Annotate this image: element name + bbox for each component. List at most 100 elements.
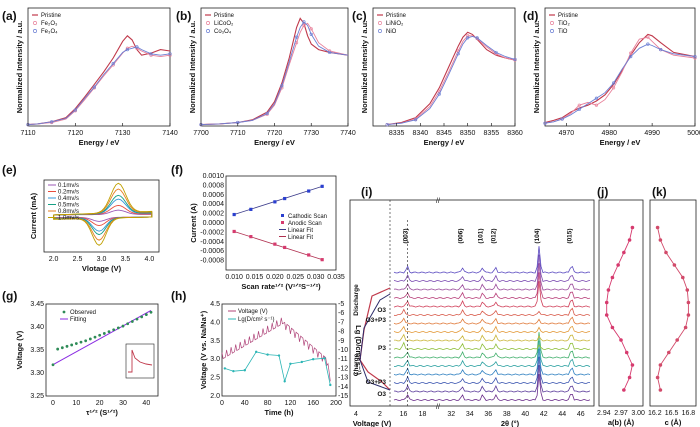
lattice-point-k	[667, 350, 671, 355]
y2-tick-label-h: -6	[338, 310, 344, 317]
x-tick-label-c: 8350	[460, 130, 476, 137]
legend-label-e: 0.8mv/s	[58, 209, 79, 215]
y-tick-label-g: 3.25	[30, 393, 44, 400]
plot-frame-e	[43, 179, 160, 253]
x-tick-label-c: 8345	[436, 130, 452, 137]
series-point-c-2	[456, 52, 460, 56]
xrd-pattern-i-9	[393, 316, 591, 325]
plot-frame-g	[45, 303, 159, 397]
x-tick-label-f: 0.030	[307, 274, 325, 281]
peak-label-i: (104)	[534, 228, 541, 243]
xrd-pattern-i-13	[393, 263, 591, 291]
legend-label-g: Observed	[70, 310, 96, 316]
series-point-d-2	[693, 54, 697, 59]
xrd-pattern-i-3	[393, 348, 591, 376]
lattice-point-j	[610, 325, 615, 330]
phase-label-i: O3+P3	[366, 379, 387, 386]
xrd-pattern-i-4	[393, 340, 591, 368]
x-tick-label-e: 4.0	[145, 256, 155, 263]
series-point-a-2	[50, 120, 54, 124]
series-point-c-2	[494, 50, 498, 55]
data-point-f-1	[307, 253, 311, 257]
x-tick-label-i: 34	[466, 411, 474, 418]
axis-break-top-i: //	[436, 198, 440, 205]
x-axis-title-f: Scan rate¹ᐟ² (V¹ᐟ²S⁻¹ᐟ²)	[241, 282, 321, 291]
series-point-a-2	[168, 52, 172, 56]
x-tick-label-h: 40	[241, 400, 249, 407]
data-point-g	[56, 347, 60, 351]
xrd-pattern-i-14	[393, 254, 591, 283]
y-axis-title-c: Normalized Intensity / a.u.	[360, 21, 369, 114]
diffusion-point-h	[289, 362, 292, 365]
data-point-f-0	[320, 184, 324, 188]
series-point-d-2	[611, 81, 616, 85]
legend-label-c: NiO	[386, 29, 397, 35]
diffusion-point-h	[255, 350, 258, 354]
y2-tick-label-h: -9	[338, 338, 344, 345]
series-point-d-1	[577, 103, 581, 107]
series-line-b-1	[200, 22, 349, 126]
legend-label-b: Co₃O₄	[214, 29, 232, 35]
x-tick-label-d: 4990	[644, 130, 660, 137]
y-tick-label-h: 2.0	[210, 393, 220, 400]
legend-label-c: LiNiO₂	[386, 21, 404, 27]
xrd-pattern-i-7	[394, 333, 591, 342]
series-line-b-2	[200, 21, 349, 126]
x-axis-title-i: 2θ (°)	[501, 419, 520, 427]
y2-tick-label-h: -11	[338, 356, 348, 363]
x-tick-label-i: 18	[419, 411, 427, 418]
data-point-g	[84, 339, 88, 343]
voltage-tick-label-i: 4	[354, 411, 358, 418]
series-point-a-2	[92, 85, 96, 89]
x-tick-label-i: 36	[484, 411, 492, 418]
x-tick-label-b: 7730	[303, 130, 319, 137]
series-point-d-2	[594, 96, 599, 100]
x-tick-label-b: 7720	[267, 130, 283, 137]
x-tick-label-h: 80	[264, 400, 272, 407]
x-tick-label-h: 160	[307, 400, 319, 407]
x-axis-title-h: Time (h)	[264, 408, 294, 417]
data-point-g	[93, 335, 97, 339]
y2-tick-label-h: -5	[338, 301, 344, 308]
legend-swatch-f	[281, 214, 284, 217]
lattice-point-j	[627, 238, 632, 242]
y-tick-label-f: 0.0000	[203, 220, 225, 227]
x-tick-label-c: 8355	[484, 130, 500, 137]
lattice-point-j	[604, 313, 609, 317]
y-tick-label-f: -0.0006	[200, 248, 224, 255]
side-label-charge-i: Charge	[353, 353, 360, 376]
series-line-c-0	[387, 31, 516, 126]
peak-label-i: (006)	[457, 228, 464, 243]
legend-label-a: Fe₃O₄	[41, 29, 58, 35]
panel-label-f: (f)	[171, 163, 183, 177]
x-tick-label-h: 120	[285, 400, 297, 407]
legend-swatch-a	[33, 21, 37, 25]
x-tick-label-i: 32	[447, 411, 455, 418]
series-line-a-2	[27, 46, 171, 126]
legend-label-d: Pristine	[558, 13, 579, 19]
series-point-d-1	[629, 51, 633, 55]
diffusion-point-h	[277, 354, 281, 357]
y-tick-label-f: -0.0002	[200, 229, 224, 236]
legend-label-a: Fe₂O₃	[41, 21, 58, 27]
x-tick-label-f: 0.020	[266, 274, 284, 281]
x-axis-title-k: c (Å)	[665, 418, 682, 427]
cv-curve-e-5	[53, 182, 153, 246]
phase-label-i: O3	[377, 307, 386, 314]
lattice-point-j	[606, 288, 611, 292]
peak-label-i: (015)	[567, 228, 574, 243]
lattice-point-k	[664, 250, 668, 255]
x-tick-label-f: 0.035	[327, 274, 345, 281]
lattice-point-k	[683, 325, 688, 330]
diffusion-point-h	[312, 358, 315, 361]
legend-label-b: LiCoO₂	[214, 21, 234, 27]
x-tick-label-b: 7740	[340, 130, 356, 137]
legend-label-h: Lg(D/cm² s⁻¹)	[238, 317, 275, 323]
data-point-g	[135, 317, 139, 321]
xrd-pattern-i-0	[393, 373, 591, 402]
series-point-d-1	[646, 35, 650, 39]
data-point-f-0	[273, 200, 277, 204]
panel-label-c: (c)	[352, 9, 367, 23]
data-point-f-0	[283, 196, 287, 201]
y2-tick-label-h: -7	[338, 319, 344, 326]
